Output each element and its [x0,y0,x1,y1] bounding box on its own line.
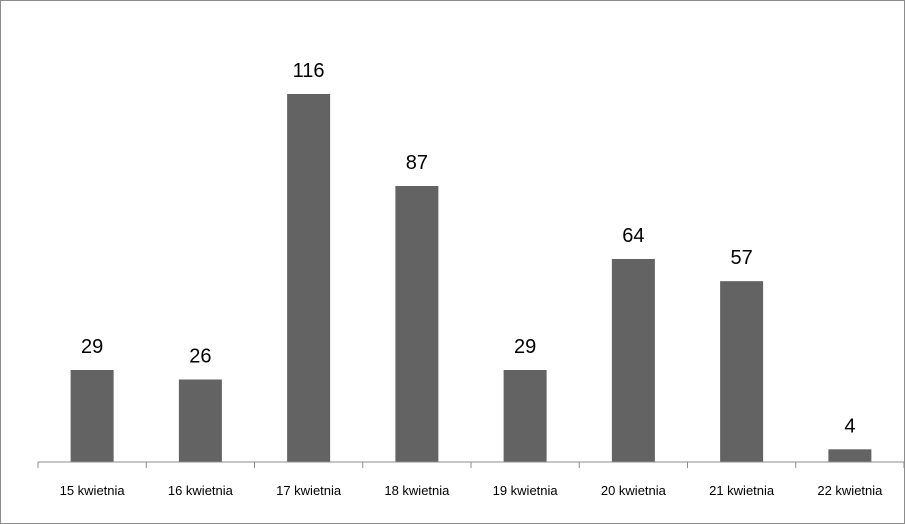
bar-value-label: 64 [622,225,644,247]
bar-value-label: 29 [81,336,103,358]
bar-value-label: 4 [844,415,855,437]
bar [70,370,114,462]
bar [178,379,222,462]
category-label: 18 kwietnia [384,483,450,498]
bar [828,449,872,462]
category-label: 22 kwietnia [817,483,883,498]
bar [287,94,331,462]
category-label: 19 kwietnia [493,483,559,498]
category-label: 17 kwietnia [276,483,342,498]
bar-value-label: 57 [731,247,753,269]
bar [503,370,547,462]
bar-value-label: 26 [189,346,211,368]
bar-value-label: 87 [406,152,428,174]
bar [395,186,439,462]
category-labels-group: 15 kwietnia 16 kwietnia 17 kwietnia 18 kwie… [60,483,884,498]
category-label: 20 kwietnia [601,483,667,498]
bar-value-label: 29 [514,336,536,358]
x-axis-ticks [37,462,904,468]
category-label: 16 kwietnia [168,483,234,498]
bars-group [70,94,872,462]
data-labels-group: 29 26 116 87 29 64 57 4 [81,60,855,437]
bar-value-label: 116 [293,60,325,82]
category-label: 15 kwietnia [60,483,126,498]
category-label: 21 kwietnia [709,483,775,498]
bar [611,258,655,462]
bar [720,281,764,462]
